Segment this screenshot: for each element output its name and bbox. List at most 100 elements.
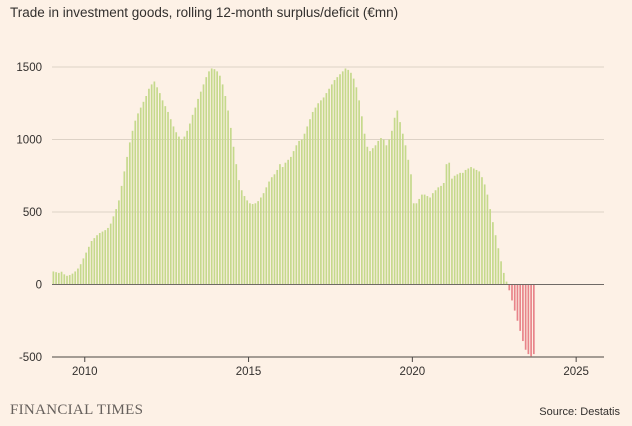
bar	[82, 258, 85, 285]
bar	[336, 77, 339, 285]
bar	[161, 100, 164, 285]
bar	[421, 194, 423, 285]
bar	[492, 222, 494, 285]
bar	[153, 81, 156, 285]
bar	[229, 127, 232, 285]
bar	[502, 272, 505, 285]
bar	[393, 117, 396, 285]
bar	[309, 119, 311, 285]
bar	[257, 201, 259, 285]
bar	[93, 238, 96, 285]
bar	[475, 169, 478, 285]
bar	[123, 171, 126, 285]
bar	[423, 194, 426, 285]
bar	[508, 284, 511, 291]
bar	[227, 110, 229, 285]
bar	[197, 98, 199, 285]
bar	[79, 264, 82, 285]
bar	[71, 273, 74, 285]
bar	[270, 177, 273, 285]
bar	[385, 145, 388, 285]
bar	[295, 145, 298, 285]
bar	[279, 164, 281, 285]
bar	[347, 69, 350, 285]
bar	[68, 275, 71, 285]
bar	[88, 246, 90, 285]
bar	[284, 162, 287, 285]
bar	[300, 139, 303, 285]
x-tick-label: 2025	[563, 366, 589, 378]
bar	[98, 233, 101, 285]
bar	[404, 145, 407, 285]
bar	[388, 139, 390, 285]
bar	[328, 88, 330, 285]
bar	[249, 203, 251, 285]
bar	[268, 181, 270, 285]
bar	[371, 148, 374, 285]
bar	[317, 103, 320, 285]
bar	[219, 75, 221, 285]
bar	[437, 187, 440, 285]
bar	[462, 172, 464, 285]
bar	[377, 140, 380, 285]
bar	[511, 284, 513, 301]
bar	[205, 77, 208, 285]
bar	[401, 133, 404, 285]
bar	[442, 183, 445, 285]
bar	[431, 193, 434, 285]
bar	[137, 113, 139, 285]
bar	[246, 200, 249, 285]
bar	[260, 197, 262, 285]
bar	[472, 168, 475, 285]
bar	[483, 184, 486, 285]
bar	[407, 159, 410, 285]
bar	[101, 231, 104, 285]
bar	[448, 162, 451, 285]
bar	[344, 68, 347, 285]
bar	[126, 156, 128, 285]
bar	[186, 130, 188, 285]
bar	[52, 271, 55, 285]
bar	[440, 185, 442, 285]
bar	[107, 227, 109, 285]
bar	[221, 84, 224, 285]
bar	[240, 190, 243, 285]
bar	[74, 271, 77, 285]
bar	[148, 88, 150, 285]
bar	[145, 96, 148, 285]
bar	[194, 107, 197, 285]
bar	[199, 91, 202, 285]
bar	[470, 167, 472, 285]
bar	[494, 235, 497, 285]
axis-layer: 1500 1000 500 0 -500 2010 2015 2020 2025	[16, 62, 604, 378]
bar	[210, 68, 213, 285]
bar	[519, 284, 522, 331]
bar	[396, 110, 399, 285]
bar	[415, 203, 418, 285]
source-note: Source: Destatis	[539, 406, 620, 418]
bar	[361, 116, 363, 285]
bar	[434, 190, 437, 285]
bar	[191, 114, 194, 285]
bar	[524, 284, 527, 350]
x-tick-label: 2015	[236, 366, 262, 378]
bar	[516, 284, 519, 321]
chart-title: Trade in investment goods, rolling 12-mo…	[10, 5, 399, 20]
bar	[352, 78, 355, 285]
bar	[96, 235, 98, 285]
bar	[399, 122, 401, 285]
bar	[158, 93, 161, 285]
bar	[287, 159, 289, 285]
bar	[497, 248, 500, 285]
bar	[180, 139, 183, 285]
bar	[216, 71, 219, 285]
bar	[167, 111, 169, 285]
bar	[169, 119, 172, 285]
bar	[426, 196, 429, 285]
y-tick-label: 0	[36, 280, 42, 292]
bar	[120, 185, 123, 285]
bar	[254, 203, 257, 285]
bar	[238, 180, 240, 285]
bar	[178, 136, 180, 285]
